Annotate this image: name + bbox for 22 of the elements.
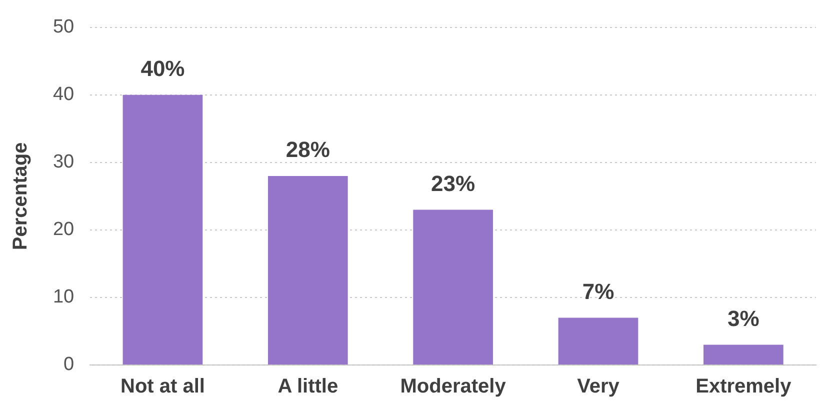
data-label: 23% — [431, 170, 476, 196]
y-tick-label: 30 — [52, 152, 74, 173]
bar — [558, 318, 638, 364]
data-label: 40% — [140, 56, 185, 81]
y-tick-label: 40 — [52, 84, 74, 106]
y-axis-title: Percentage — [10, 142, 32, 250]
bar — [703, 344, 784, 364]
data-label: 28% — [286, 137, 330, 162]
data-label: 7% — [582, 278, 614, 304]
x-tick-label: Moderately — [400, 376, 507, 398]
y-tick-label: 0 — [64, 354, 74, 376]
x-tick-label: A little — [278, 376, 338, 398]
x-tick-label: Very — [577, 376, 620, 398]
y-tick-label: 10 — [52, 286, 74, 308]
x-tick-label: Extremely — [696, 376, 792, 398]
bar — [268, 176, 348, 364]
bar — [413, 210, 493, 364]
y-tick-label: 50 — [52, 16, 74, 38]
y-tick-label: 20 — [52, 219, 74, 240]
data-label: 3% — [728, 306, 760, 331]
x-tick-label: Not at all — [120, 376, 205, 398]
bar — [122, 94, 203, 364]
